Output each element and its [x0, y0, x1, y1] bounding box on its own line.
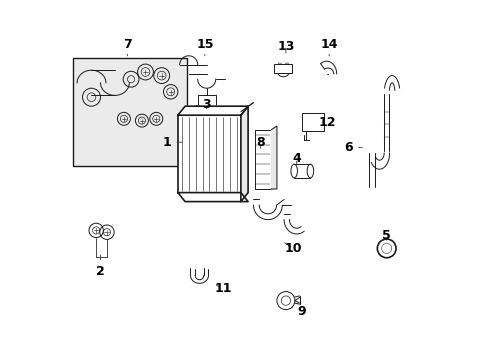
- Text: 9: 9: [292, 305, 306, 318]
- Bar: [178, 115, 241, 193]
- Text: 10: 10: [284, 242, 301, 255]
- Text: 6: 6: [344, 141, 362, 154]
- Polygon shape: [271, 126, 276, 189]
- Text: 8: 8: [256, 136, 264, 149]
- Text: 11: 11: [214, 282, 231, 294]
- Bar: [302, 113, 323, 131]
- Text: 15: 15: [196, 39, 213, 56]
- Bar: [274, 64, 292, 73]
- Text: 13: 13: [277, 40, 294, 53]
- Text: 2: 2: [96, 255, 104, 278]
- Ellipse shape: [290, 164, 297, 178]
- Text: 5: 5: [382, 229, 390, 242]
- Text: 7: 7: [123, 39, 132, 56]
- Ellipse shape: [306, 164, 313, 178]
- Polygon shape: [178, 193, 247, 202]
- Polygon shape: [178, 106, 247, 115]
- Text: 12: 12: [318, 116, 335, 129]
- Text: 3: 3: [202, 98, 211, 111]
- Text: 4: 4: [292, 152, 301, 165]
- Text: 14: 14: [320, 39, 337, 56]
- Text: 1: 1: [163, 136, 182, 149]
- Bar: [255, 130, 271, 189]
- Bar: [73, 58, 186, 166]
- Polygon shape: [241, 106, 247, 202]
